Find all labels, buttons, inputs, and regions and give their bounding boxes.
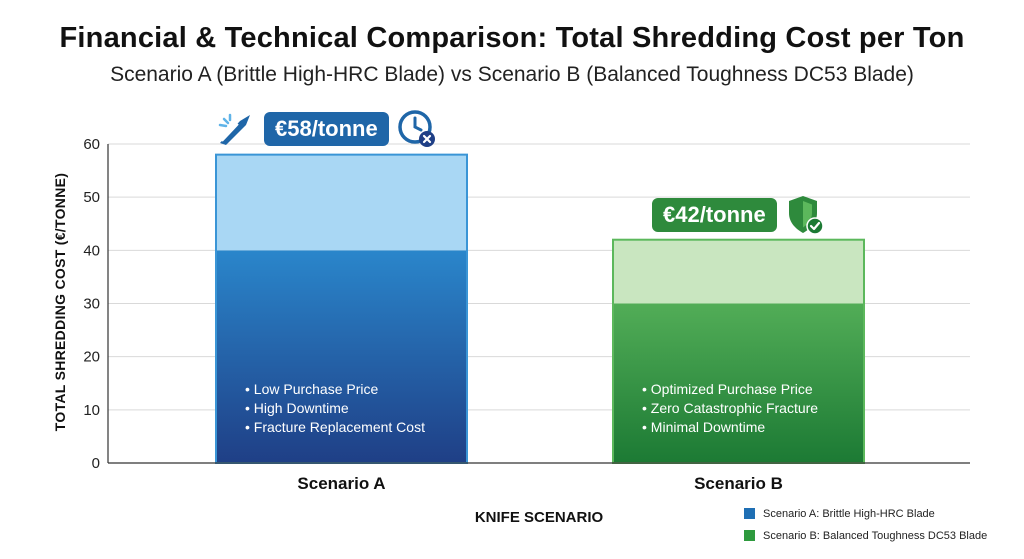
- value-badge-scenario-a: €58/tonne: [216, 109, 437, 149]
- chart-title: Financial & Technical Comparison: Total …: [59, 22, 965, 54]
- value-label-scenario-b: €42/tonne: [652, 198, 777, 232]
- value-label-scenario-a: €58/tonne: [264, 112, 389, 146]
- y-tick-label: 20: [83, 349, 100, 366]
- annotation-item: • Optimized Purchase Price: [642, 381, 813, 397]
- annotation-item: • Fracture Replacement Cost: [245, 419, 425, 435]
- y-tick-label: 60: [83, 136, 100, 153]
- legend-item-scenario-a: Scenario A: Brittle High-HRC Blade: [744, 507, 987, 520]
- legend-swatch: [744, 508, 755, 519]
- chart-subtitle: Scenario A (Brittle High-HRC Blade) vs S…: [110, 63, 914, 86]
- value-badge-scenario-b: €42/tonne: [652, 194, 825, 236]
- y-tick-label: 0: [92, 455, 100, 472]
- x-tick-label: Scenario A: [297, 474, 385, 493]
- y-tick-label: 10: [83, 402, 100, 419]
- annotation-item: • Minimal Downtime: [642, 419, 766, 435]
- legend-label: Scenario B: Balanced Toughness DC53 Blad…: [763, 529, 988, 542]
- y-axis-label: TOTAL SHREDDING COST (€/TONNE): [52, 172, 68, 432]
- clock-cross-icon: [397, 109, 437, 149]
- bar-segment-base: [216, 250, 467, 463]
- broken-blade-icon: [216, 111, 256, 147]
- x-tick-label: Scenario B: [694, 474, 783, 493]
- shield-check-icon: [785, 194, 825, 236]
- y-tick-label: 40: [83, 242, 100, 259]
- y-tick-label: 50: [83, 189, 100, 206]
- legend-item-scenario-b: Scenario B: Balanced Toughness DC53 Blad…: [744, 529, 987, 542]
- chart-legend: Scenario A: Brittle High-HRC Blade Scena…: [744, 507, 987, 551]
- bar-segment-top: [613, 239, 864, 304]
- annotation-item: • High Downtime: [245, 400, 349, 416]
- scenario-a-annotations: • Low Purchase Price • High Downtime • F…: [245, 380, 425, 437]
- legend-label: Scenario A: Brittle High-HRC Blade: [763, 507, 935, 520]
- legend-swatch: [744, 530, 755, 541]
- bar-segment-top: [216, 154, 467, 251]
- annotation-item: • Low Purchase Price: [245, 381, 379, 397]
- y-tick-label: 30: [83, 296, 100, 313]
- x-axis-label: KNIFE SCENARIO: [474, 509, 604, 526]
- bar-segment-base: [613, 303, 864, 463]
- scenario-b-annotations: • Optimized Purchase Price • Zero Catast…: [642, 380, 818, 437]
- annotation-item: • Zero Catastrophic Fracture: [642, 400, 819, 416]
